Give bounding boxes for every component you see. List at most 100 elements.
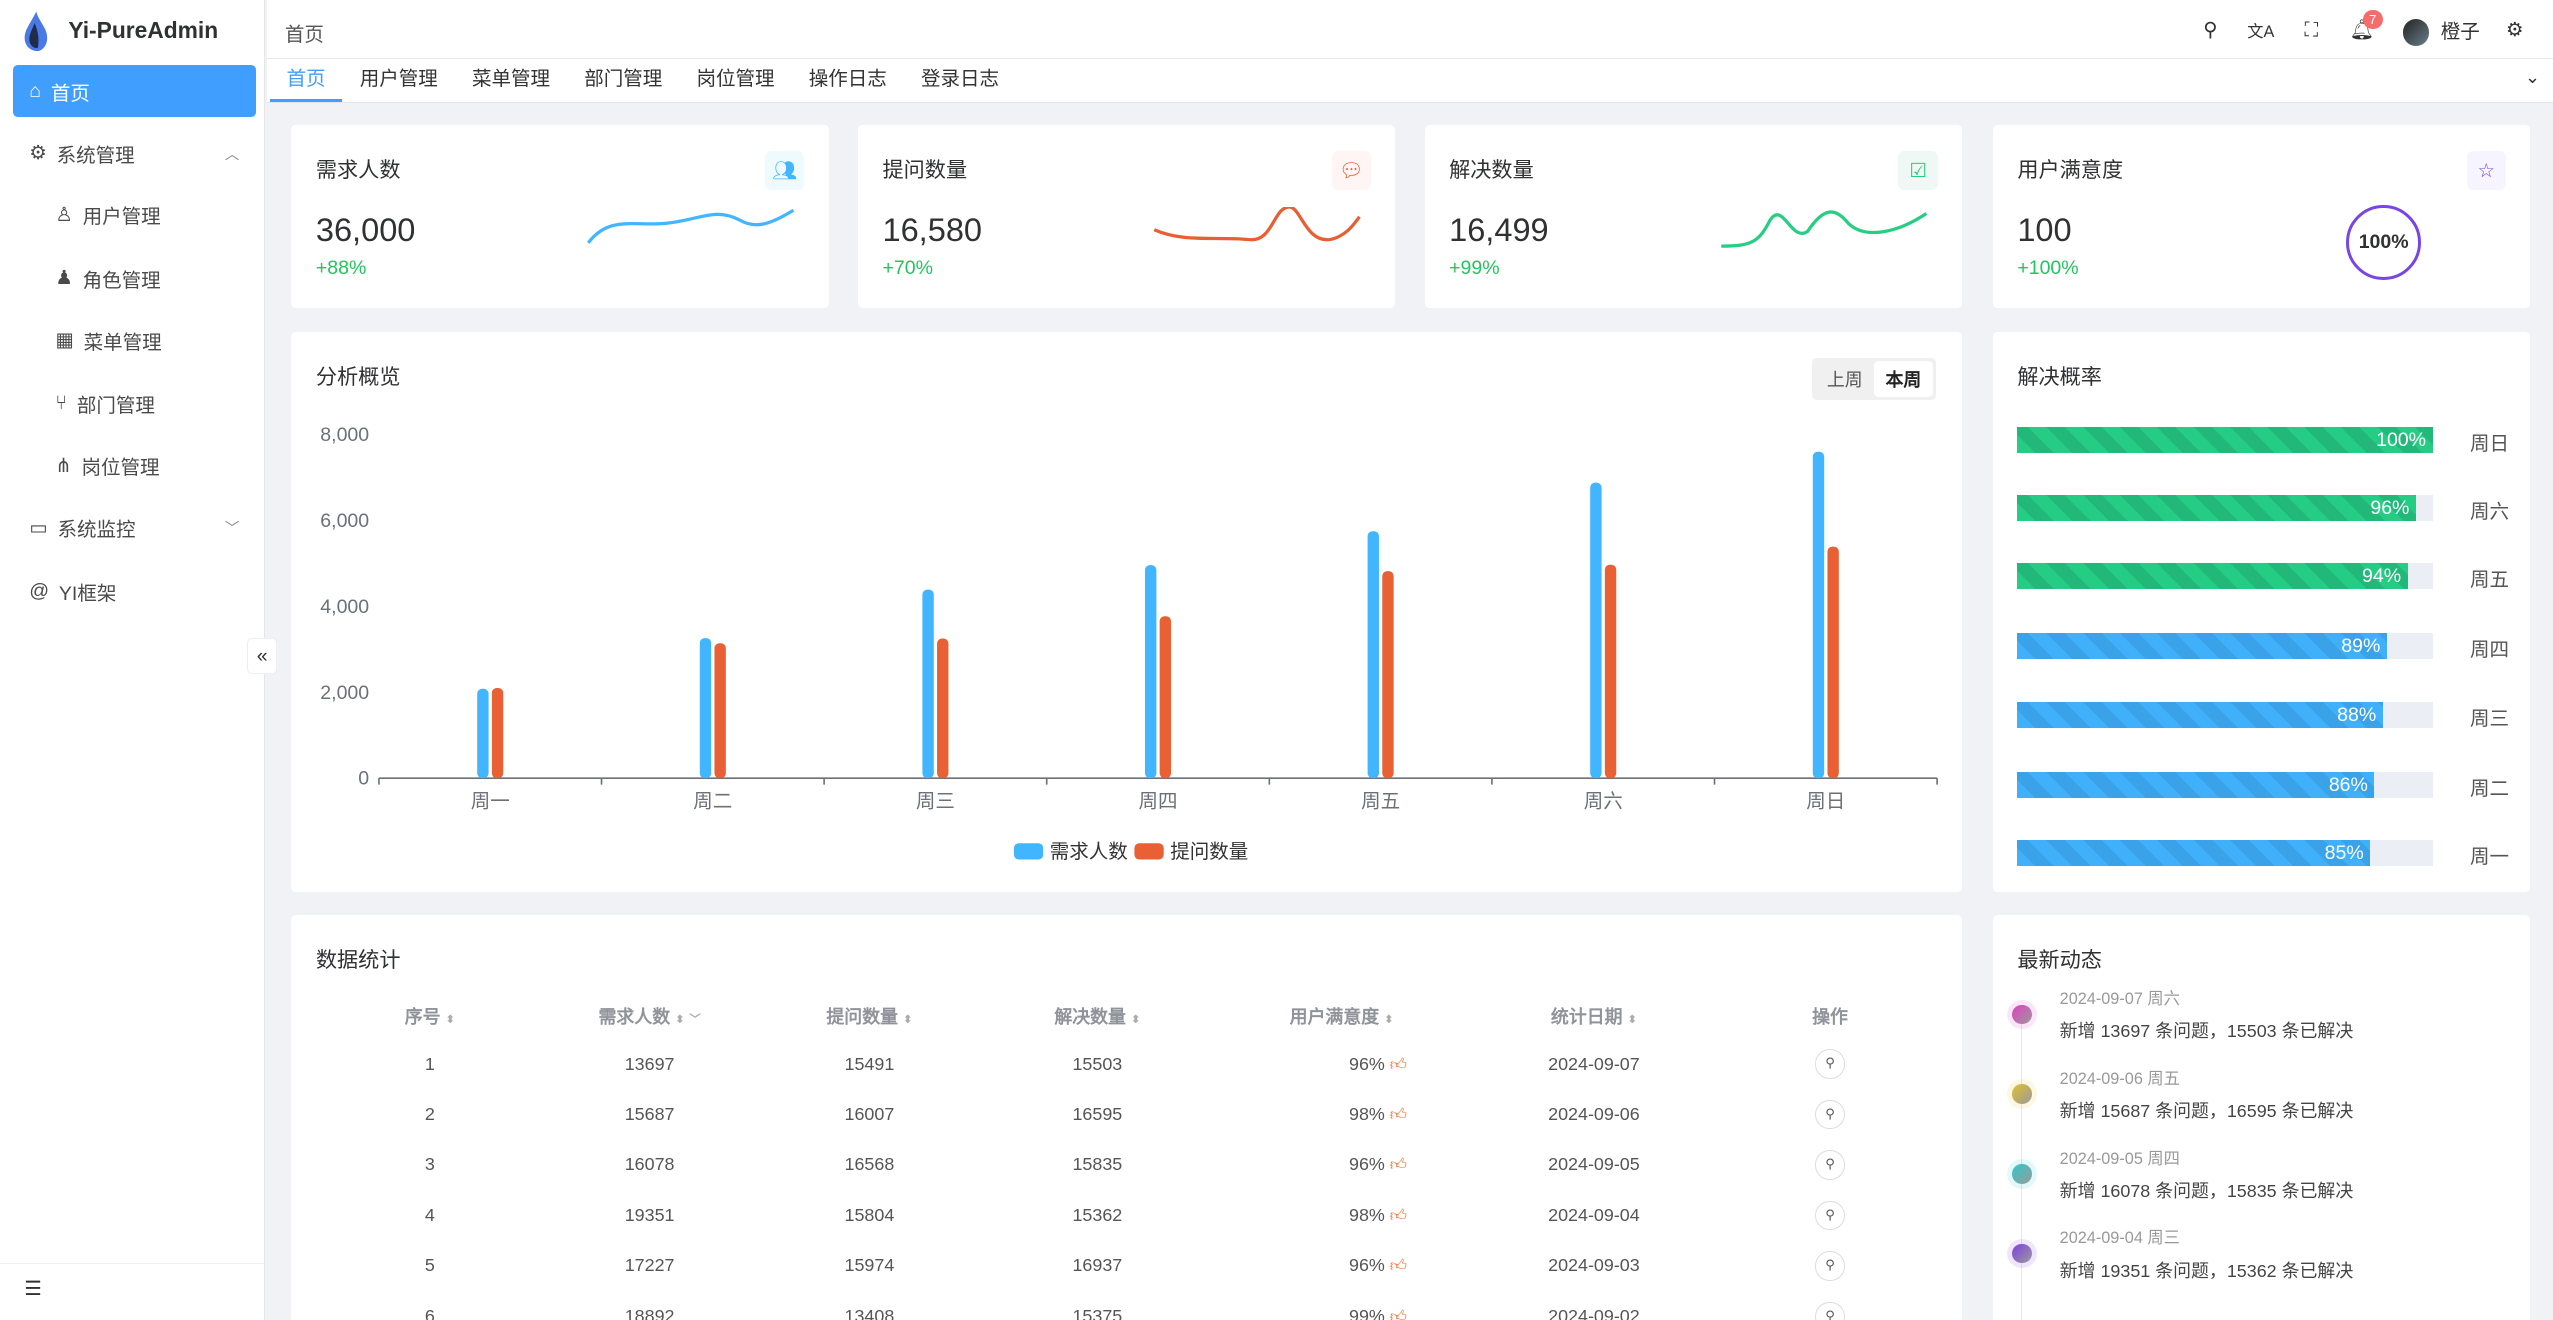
column-header-2[interactable]: 提问数量 ⬍ [755, 993, 983, 1039]
settings-icon[interactable]: ⚙ [2506, 19, 2524, 42]
tab-2[interactable]: 菜单管理 [472, 68, 551, 91]
breadcrumb[interactable]: 首页 [284, 23, 324, 46]
stat-title: 需求人数 [315, 159, 401, 183]
column-header-6[interactable]: 操作 [1716, 993, 1944, 1039]
activity-item: 2024-09-05 周四 新增 16078 条问题，15835 条已解决 [2060, 1145, 2354, 1203]
sort-icon[interactable]: ⬍ [1627, 1013, 1637, 1026]
bell-icon[interactable]: 🔔︎ 7 [2337, 9, 2387, 42]
collapse-button[interactable]: « [247, 638, 277, 675]
logo[interactable]: Yi-PureAdmin [20, 10, 218, 52]
bar-1-2[interactable] [937, 638, 949, 779]
tab-4[interactable]: 岗位管理 [696, 68, 775, 91]
cell-value: 6 [424, 1305, 435, 1320]
bar-0-6[interactable] [1813, 451, 1825, 779]
progress-day-label: 周四 [2469, 639, 2509, 662]
bar-1-5[interactable] [1605, 564, 1617, 779]
chevron-down-icon[interactable]: ⌄ [2524, 66, 2540, 87]
y-tick-label: 8,000 [321, 424, 370, 446]
cell-value: 13408 [844, 1305, 895, 1320]
sidebar-item-5[interactable]: ⑂ 部门管理 [13, 378, 256, 430]
timeline-line [2020, 1004, 2023, 1320]
progress-fill: 94% [2017, 563, 2408, 590]
legend-label[interactable]: 需求人数 [1050, 841, 1128, 863]
activity-date: 2024-09-07 周六 [2059, 990, 2180, 1009]
sidebar-item-3[interactable]: ♟ 角色管理 [13, 252, 256, 304]
table-cell: 18892 [544, 1291, 756, 1320]
column-header-1[interactable]: 需求人数 ⬍ ﹀ [544, 993, 756, 1039]
fullscreen-icon[interactable]: ⛶ [2304, 18, 2319, 41]
gear-icon: ⚙ [29, 142, 47, 165]
sort-icon[interactable]: ⬍ [1384, 1013, 1394, 1026]
sort-icon[interactable]: ⬍ [445, 1013, 455, 1026]
tab-6[interactable]: 登录日志 [921, 68, 1000, 91]
cell-value: 15362 [1072, 1204, 1123, 1225]
y-tick-label: 6,000 [321, 510, 370, 532]
progress-day-label: 周二 [2469, 777, 2509, 800]
overview-title: 分析概览 [315, 365, 401, 389]
bar-0-0[interactable] [477, 688, 490, 779]
user-menu[interactable]: 橙子 [2403, 15, 2480, 46]
thumbs-up-icon: 👍︎ [1389, 1105, 1407, 1124]
sort-icon[interactable]: ⬍ [902, 1013, 913, 1026]
thumbs-up-icon: 👍︎ [1389, 1055, 1407, 1074]
sidebar-item-1[interactable]: ⚙ 系统管理 ︿ [13, 127, 256, 179]
filter-chevron-icon[interactable]: ﹀ [689, 1013, 701, 1026]
column-header-4[interactable]: 用户满意度 ⬍ [1211, 993, 1472, 1039]
collapse-sidebar-icon[interactable]: ☰ [24, 1277, 42, 1300]
column-header-0[interactable]: 序号 ⬍ [316, 993, 544, 1039]
chevron-down-icon: ﹀ [224, 521, 240, 538]
table-cell: 15804 [755, 1190, 983, 1240]
tab-1[interactable]: 用户管理 [359, 68, 438, 91]
bar-0-3[interactable] [1145, 565, 1157, 779]
sidebar-item-2[interactable]: ♙ 用户管理 [13, 189, 256, 241]
bar-1-0[interactable] [492, 688, 504, 779]
view-search-button[interactable]: ⚲ [1815, 1049, 1845, 1079]
cell-value: 16078 [624, 1154, 675, 1175]
column-header-5[interactable]: 统计日期 ⬍ [1472, 993, 1716, 1039]
view-search-button[interactable]: ⚲ [1815, 1200, 1845, 1231]
sidebar-item-8[interactable]: @ YI框架 [13, 565, 256, 617]
bar-0-1[interactable] [700, 638, 712, 779]
tab-3[interactable]: 部门管理 [584, 68, 663, 91]
thumbs-up-icon: 👍︎ [1389, 1206, 1407, 1225]
week-toggle: 上周 本周 [1812, 358, 1936, 401]
table-row: 2 15687 16007 16595 98% 👍︎ 2024-09-06 ⚲ [316, 1089, 1944, 1139]
sidebar-item-6[interactable]: ⋔ 岗位管理 [13, 440, 256, 492]
view-search-button[interactable]: ⚲ [1815, 1301, 1845, 1320]
bar-0-5[interactable] [1590, 482, 1603, 779]
view-search-button[interactable]: ⚲ [1815, 1099, 1845, 1130]
table-cell: 15974 [755, 1241, 983, 1291]
sidebar-item-4[interactable]: ▦ 菜单管理 [13, 314, 256, 366]
column-header-3[interactable]: 解决数量 ⬍ [983, 993, 1211, 1039]
table-cell: 16937 [983, 1241, 1211, 1291]
sidebar-item-0[interactable]: ⌂ 首页 [13, 65, 256, 118]
cell-value: 16568 [844, 1154, 895, 1175]
thumbs-up-icon: 👍︎ [1389, 1156, 1407, 1175]
progress-day-label: 周日 [2469, 432, 2509, 455]
cell-value: 15491 [844, 1053, 895, 1074]
tab-5[interactable]: 操作日志 [808, 68, 887, 91]
bar-1-3[interactable] [1160, 616, 1172, 779]
bar-1-1[interactable] [714, 643, 727, 779]
stat-percent: +99% [1449, 257, 1500, 280]
table-cell: 17227 [544, 1241, 756, 1291]
sort-icon[interactable]: ⬍ [674, 1013, 685, 1026]
bar-1-4[interactable] [1382, 571, 1395, 779]
bar-0-2[interactable] [922, 589, 935, 779]
bar-0-4[interactable] [1368, 531, 1380, 779]
search-icon[interactable]: ⚲ [2203, 19, 2218, 42]
view-search-button[interactable]: ⚲ [1815, 1150, 1845, 1180]
sort-icon[interactable]: ⬍ [1130, 1013, 1141, 1026]
home-icon: ⌂ [29, 79, 42, 102]
translate-icon[interactable]: 文A [2247, 23, 2275, 42]
table-row: 4 19351 15804 15362 98% 👍︎ 2024-09-04 ⚲ [316, 1190, 1944, 1240]
bar-1-6[interactable] [1827, 546, 1840, 779]
view-search-button[interactable]: ⚲ [1815, 1251, 1845, 1281]
tab-0[interactable]: 首页 [270, 58, 342, 103]
sidebar-item-7[interactable]: ▭ 系统监控 ﹀ [13, 501, 256, 553]
legend-label[interactable]: 提问数量 [1171, 841, 1249, 863]
toggle-last-week[interactable]: 上周 [1826, 370, 1863, 391]
stat-percent: +88% [315, 257, 367, 280]
toggle-this-week[interactable]: 本周 [1874, 361, 1933, 398]
